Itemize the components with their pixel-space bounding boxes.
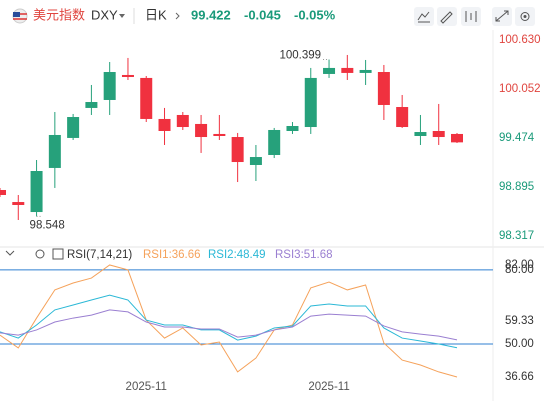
compare-button[interactable]	[461, 7, 481, 26]
y-tick-label: 50.00	[505, 338, 534, 350]
y-tick-label: 80.00	[505, 264, 534, 276]
high-annotation: 100.399	[279, 50, 321, 62]
candle-body	[432, 130, 445, 138]
candle-body	[176, 114, 189, 128]
y-tick-label: 100.630	[499, 34, 541, 46]
period[interactable]: 日K	[145, 7, 167, 22]
candle-body	[121, 74, 134, 78]
x-tick-label: 2025-11	[308, 381, 349, 393]
close-icon[interactable]	[52, 248, 64, 260]
y-tick-label: 59.33	[505, 315, 534, 327]
flag-icon	[12, 8, 28, 24]
settings-icon[interactable]	[35, 249, 45, 259]
change-percent: -0.05%	[294, 7, 336, 22]
draw-button[interactable]	[437, 7, 457, 26]
low-annotation: 98.548	[30, 219, 65, 231]
candle-body	[140, 77, 153, 119]
candle-body	[231, 137, 244, 163]
indicator-title: RSI(7,14,21)	[67, 249, 132, 261]
legend-entry: RSI1:36.66	[143, 249, 201, 261]
y-tick-label: 36.66	[505, 371, 534, 383]
candle-body	[286, 125, 299, 131]
candle-body	[195, 123, 208, 138]
candle-body	[85, 102, 98, 108]
candle-body	[249, 157, 262, 165]
y-tick-label: 100.052	[499, 83, 541, 95]
candle-body	[323, 67, 336, 74]
candle-body	[67, 117, 80, 138]
legend-entry: RSI2:48.49	[208, 249, 266, 261]
candle-body	[103, 72, 116, 100]
candle-body	[12, 202, 25, 205]
candle-body	[30, 171, 43, 213]
candle-body	[414, 132, 427, 137]
rsi-line	[0, 309, 458, 341]
x-tick-label: 2025-11	[126, 381, 167, 393]
candle-body	[396, 107, 409, 128]
candle-body	[304, 77, 317, 128]
settings-button[interactable]	[515, 7, 535, 26]
collapse-icon[interactable]	[5, 250, 15, 256]
instrument-name[interactable]: 美元指数	[33, 7, 85, 22]
candle-body	[377, 72, 390, 105]
rsi-line	[0, 294, 458, 349]
instrument-symbol[interactable]: DXY	[91, 7, 118, 22]
dropdown-arrow[interactable]	[119, 14, 125, 18]
y-tick-label: 99.474	[499, 132, 535, 144]
candle-body	[48, 134, 61, 168]
candle-body	[0, 189, 6, 195]
price: 99.422	[191, 7, 231, 22]
candle-body	[268, 129, 281, 155]
candle-body	[359, 69, 372, 73]
candle-body	[213, 133, 226, 137]
y-tick-label: 98.895	[499, 181, 534, 193]
candle-body	[341, 67, 354, 73]
y-tick-label: 98.317	[499, 230, 534, 242]
candle-body	[158, 118, 171, 131]
change: -0.045	[244, 7, 281, 22]
indicator-button[interactable]	[414, 7, 434, 26]
y-tick-label: 82.00	[505, 259, 534, 271]
legend-entry: RSI3:51.68	[275, 249, 333, 261]
candle-body	[451, 133, 463, 143]
fullscreen-button[interactable]	[492, 7, 512, 26]
period-arrow[interactable]	[175, 12, 180, 20]
rsi-line	[0, 264, 458, 378]
